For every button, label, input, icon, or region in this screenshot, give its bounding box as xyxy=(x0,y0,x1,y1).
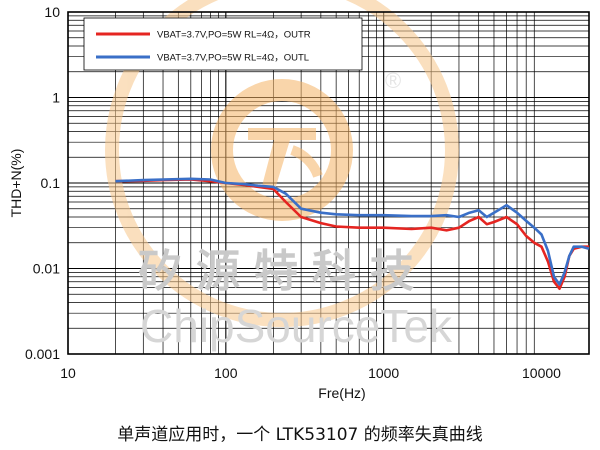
y-tick-label: 10 xyxy=(44,4,60,20)
registered-mark: ® xyxy=(385,68,401,93)
y-tick-label: 1 xyxy=(52,90,60,106)
x-tick-label: 100 xyxy=(214,365,238,381)
x-tick-label: 10000 xyxy=(522,365,561,381)
figure-caption: 单声道应用时，一个 LTK53107 的频率失真曲线 xyxy=(117,425,483,445)
x-tick-labels: 10 100 1000 10000 xyxy=(60,365,561,381)
legend: VBAT=3.7V,PO=5W RL=4Ω，OUTR VBAT=3.7V,PO=… xyxy=(83,17,363,71)
x-axis-label: Fre(Hz) xyxy=(318,385,365,401)
y-tick-label: 0.1 xyxy=(41,175,61,191)
legend-label-outl: VBAT=3.7V,PO=5W RL=4Ω，OUTL xyxy=(157,53,309,64)
legend-box xyxy=(83,17,363,71)
y-tick-label: 0.001 xyxy=(25,346,60,362)
y-tick-label: 0.01 xyxy=(33,261,60,277)
watermark-chinese: 矽源特科技 xyxy=(138,246,428,297)
plot-frame xyxy=(67,11,590,355)
x-tick-label: 1000 xyxy=(368,365,399,381)
watermark-logo: ® xyxy=(105,0,459,327)
series-group xyxy=(115,177,590,290)
watermark-english: ChipSourceTek xyxy=(140,300,453,352)
x-tick-label: 10 xyxy=(60,365,76,381)
legend-label-outr: VBAT=3.7V,PO=5W RL=4Ω，OUTR xyxy=(157,30,311,41)
y-axis-label: THD+N(%) xyxy=(8,149,24,218)
y-tick-labels: 0.001 0.01 0.1 1 10 xyxy=(25,4,60,362)
series-line-outl xyxy=(115,177,590,286)
